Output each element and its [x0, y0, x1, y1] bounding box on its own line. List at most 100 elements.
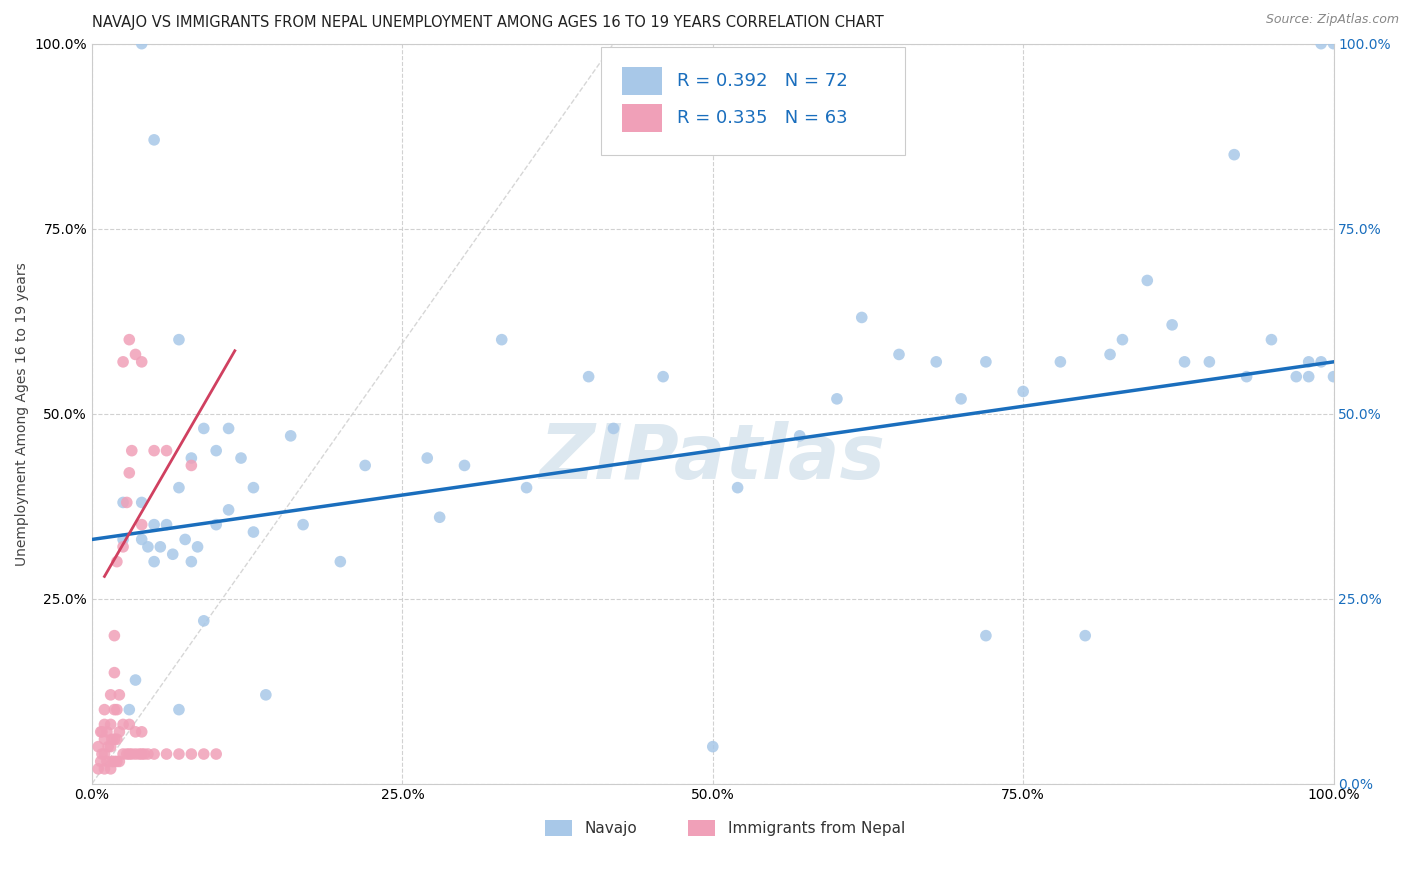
Point: [155, 747, 177, 761]
Point: [187, 540, 209, 554]
Point: [100, 739, 122, 754]
Point: [254, 688, 277, 702]
Point: [1099, 347, 1122, 361]
Point: [105, 755, 128, 769]
Point: [453, 458, 475, 473]
Point: [128, 747, 150, 761]
Point: [851, 310, 873, 325]
Point: [218, 503, 240, 517]
Point: [1173, 355, 1195, 369]
Point: [180, 458, 202, 473]
Point: [124, 747, 146, 761]
Point: [124, 347, 146, 361]
Point: [1161, 318, 1184, 332]
Point: [1298, 369, 1320, 384]
Point: [143, 555, 166, 569]
Point: [108, 688, 131, 702]
Point: [1136, 273, 1159, 287]
Point: [143, 517, 166, 532]
Bar: [621, 67, 662, 95]
Point: [96, 755, 118, 769]
Point: [118, 466, 141, 480]
FancyBboxPatch shape: [600, 47, 905, 154]
Text: NAVAJO VS IMMIGRANTS FROM NEPAL UNEMPLOYMENT AMONG AGES 16 TO 19 YEARS CORRELATI: NAVAJO VS IMMIGRANTS FROM NEPAL UNEMPLOY…: [91, 15, 884, 30]
Point: [115, 495, 138, 509]
Point: [101, 732, 124, 747]
Point: [727, 481, 749, 495]
Bar: [621, 103, 662, 132]
Point: [97, 739, 120, 754]
Point: [112, 533, 135, 547]
Point: [229, 451, 252, 466]
Point: [103, 732, 125, 747]
Text: Source: ZipAtlas.com: Source: ZipAtlas.com: [1265, 13, 1399, 27]
Text: R = 0.335   N = 63: R = 0.335 N = 63: [676, 109, 848, 127]
Point: [193, 421, 215, 435]
Point: [491, 333, 513, 347]
Point: [149, 540, 172, 554]
Point: [205, 747, 228, 761]
Point: [108, 755, 131, 769]
Point: [93, 762, 115, 776]
Point: [193, 614, 215, 628]
Point: [1260, 333, 1282, 347]
Point: [1049, 355, 1071, 369]
Point: [1012, 384, 1035, 399]
Point: [93, 747, 115, 761]
Point: [121, 443, 143, 458]
Point: [131, 724, 153, 739]
Point: [205, 517, 228, 532]
Point: [136, 540, 159, 554]
Point: [112, 540, 135, 554]
Point: [429, 510, 451, 524]
Text: Immigrants from Nepal: Immigrants from Nepal: [728, 821, 905, 836]
Point: [974, 355, 997, 369]
Point: [103, 665, 125, 680]
Point: [652, 369, 675, 384]
Point: [87, 739, 110, 754]
Point: [112, 495, 135, 509]
Point: [242, 481, 264, 495]
Point: [887, 347, 910, 361]
Point: [103, 755, 125, 769]
Point: [118, 717, 141, 731]
Point: [131, 533, 153, 547]
Point: [131, 37, 153, 51]
Point: [205, 443, 228, 458]
Bar: [688, 820, 716, 836]
Point: [87, 762, 110, 776]
Point: [1111, 333, 1133, 347]
Point: [143, 443, 166, 458]
Point: [112, 717, 135, 731]
Point: [218, 421, 240, 435]
Point: [1236, 369, 1258, 384]
Point: [1198, 355, 1220, 369]
Point: [136, 747, 159, 761]
Point: [925, 355, 948, 369]
Point: [180, 555, 202, 569]
Point: [578, 369, 600, 384]
Point: [1285, 369, 1308, 384]
Point: [112, 355, 135, 369]
Point: [702, 739, 724, 754]
Point: [167, 333, 190, 347]
Point: [825, 392, 848, 406]
Point: [1298, 355, 1320, 369]
Point: [112, 747, 135, 761]
Point: [90, 724, 112, 739]
Point: [602, 421, 624, 435]
Point: [950, 392, 973, 406]
Point: [1310, 37, 1333, 51]
Point: [131, 747, 153, 761]
Point: [1310, 355, 1333, 369]
Point: [155, 443, 177, 458]
Point: [180, 451, 202, 466]
Point: [121, 747, 143, 761]
Point: [91, 747, 114, 761]
Point: [789, 429, 811, 443]
Point: [93, 732, 115, 747]
Point: [93, 703, 115, 717]
Point: [167, 481, 190, 495]
Point: [118, 703, 141, 717]
Y-axis label: Unemployment Among Ages 16 to 19 years: Unemployment Among Ages 16 to 19 years: [15, 261, 30, 566]
